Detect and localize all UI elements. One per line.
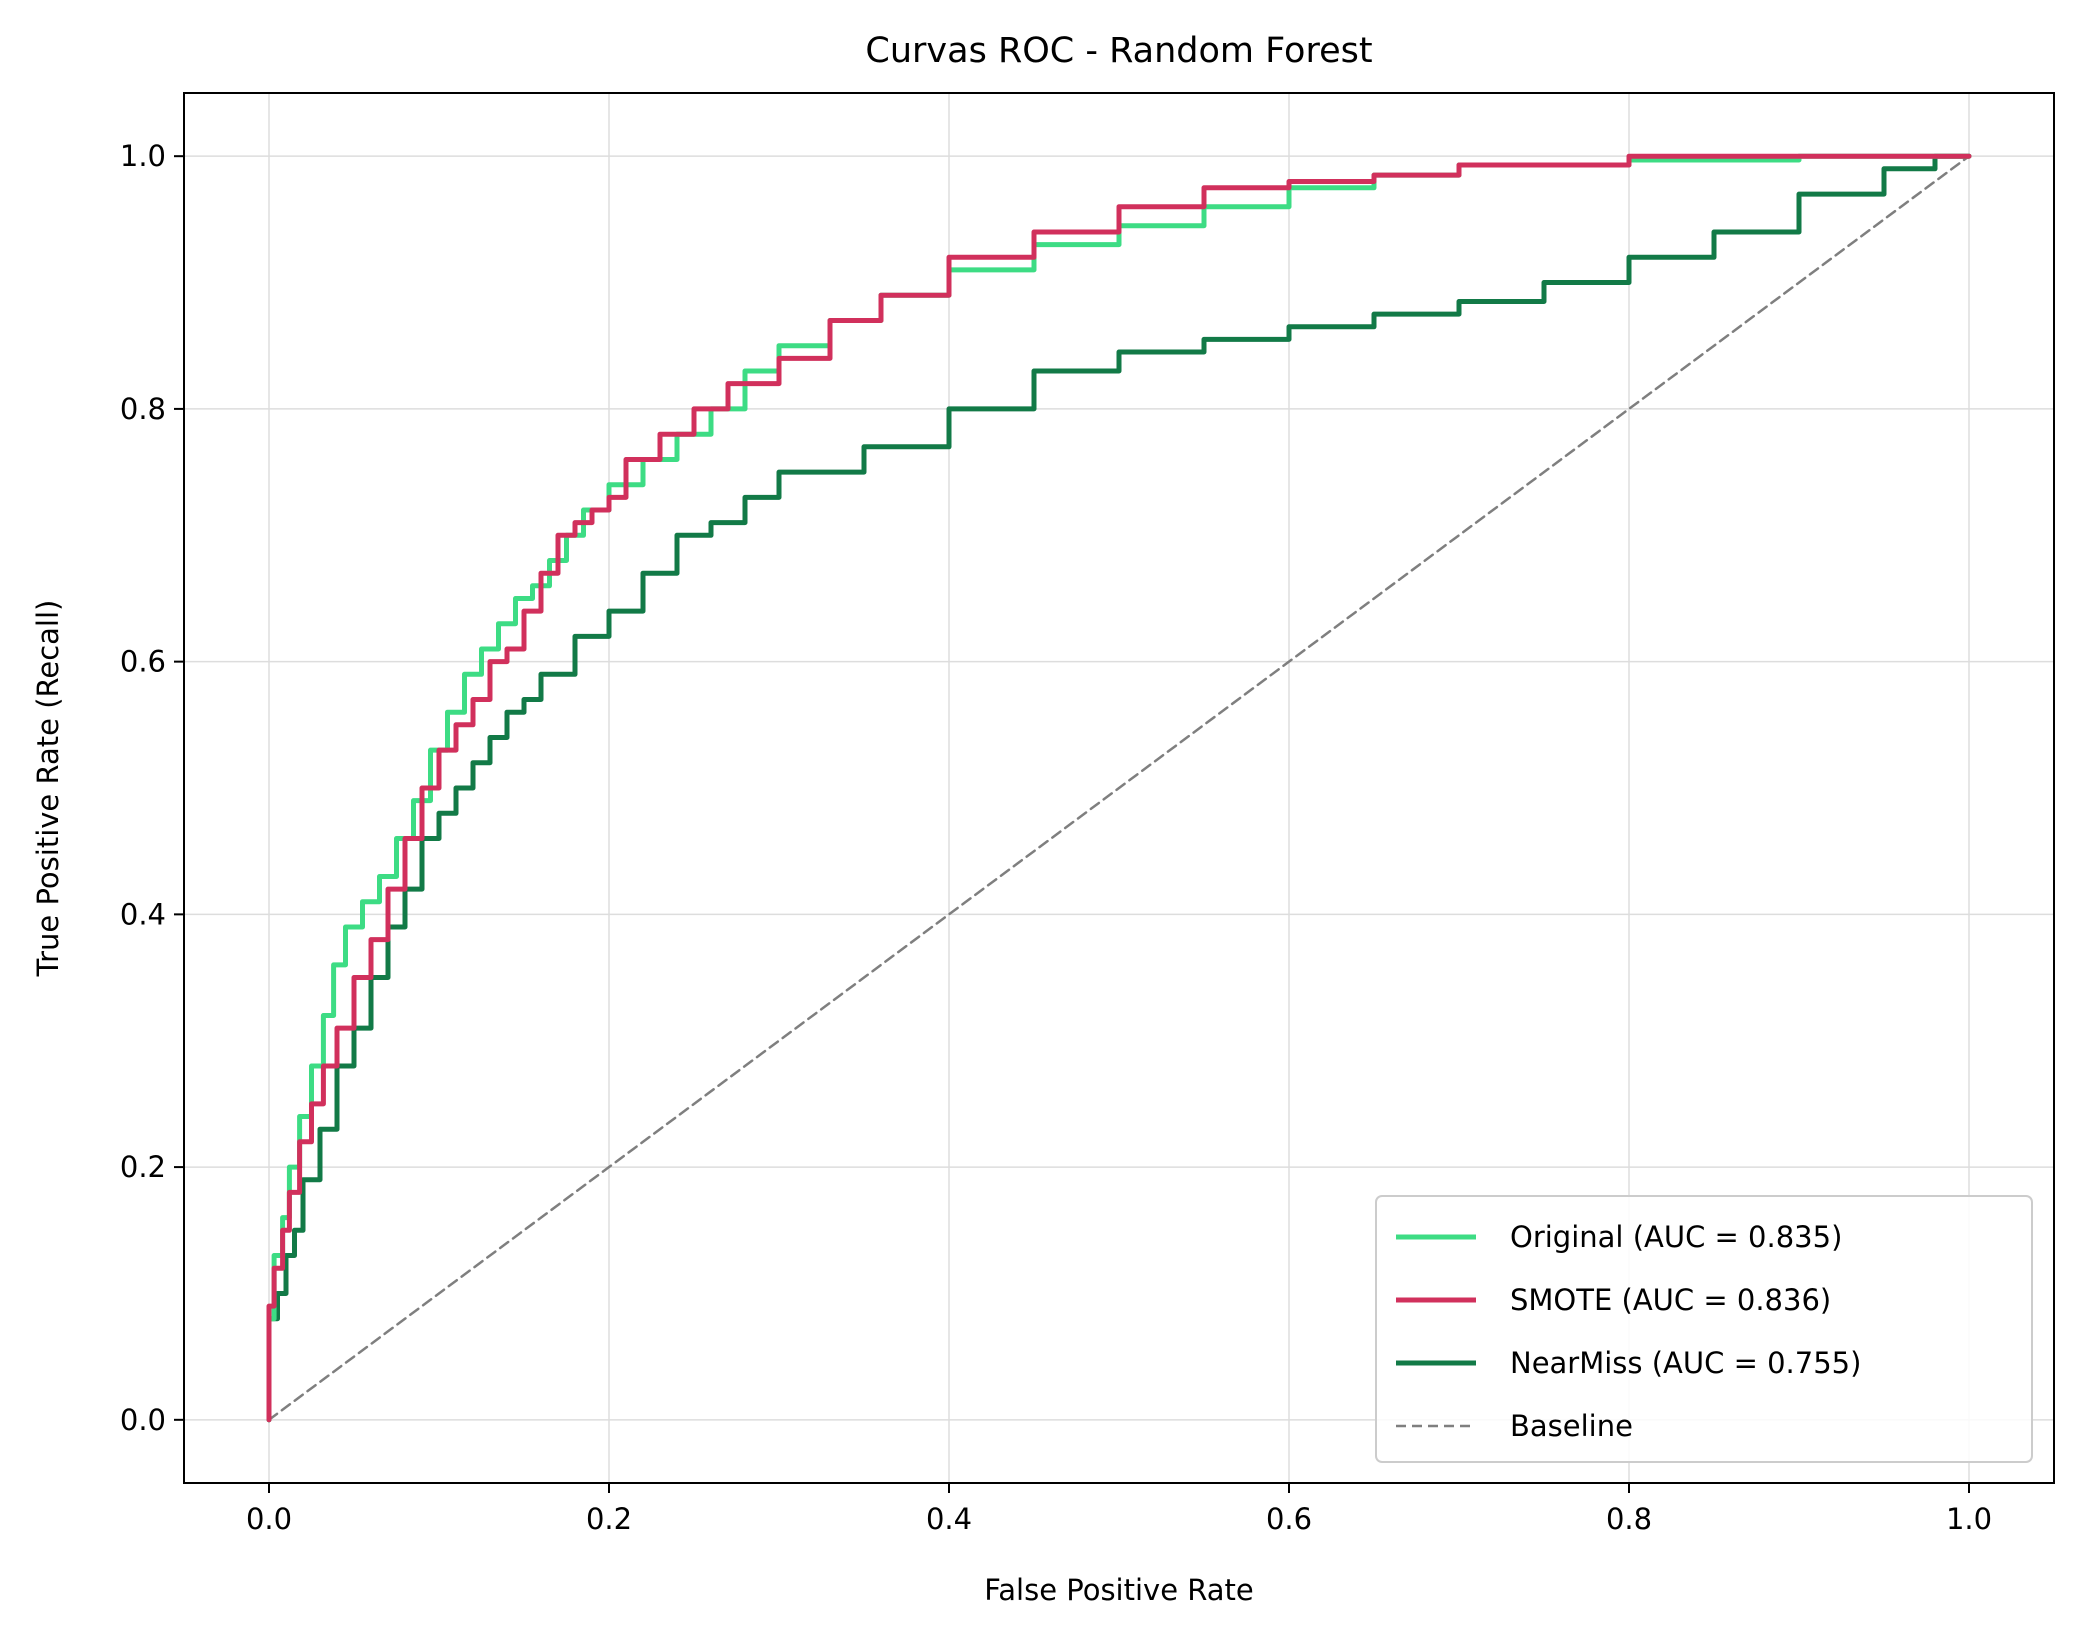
y-axis-label: True Positive Rate (Recall) [31,600,65,978]
series-line-2 [266,153,1972,1423]
series-layer [266,153,1972,1423]
x-tick-label: 0.4 [926,1502,972,1536]
series-line-1 [266,153,1972,1423]
y-tick-label: 0.0 [120,1403,166,1437]
x-axis-ticks: 0.0 0.2 0.4 0.6 0.8 1.0 [246,1483,1992,1536]
y-tick-label: 0.4 [120,897,166,931]
y-tick-label: 0.6 [120,645,166,679]
legend: Original (AUC = 0.835) SMOTE (AUC = 0.836… [1375,1195,2033,1463]
legend-label: Baseline [1510,1409,1633,1443]
chart-title: Curvas ROC - Random Forest [865,31,1372,71]
x-tick-label: 0.6 [1266,1502,1312,1536]
legend-label: Original (AUC = 0.835) [1510,1220,1842,1254]
x-tick-label: 0.0 [246,1502,292,1536]
y-tick-label: 0.2 [120,1150,166,1184]
legend-label: NearMiss (AUC = 0.755) [1510,1346,1861,1380]
legend-label: SMOTE (AUC = 0.836) [1510,1283,1831,1317]
series-line-3 [267,154,1971,1422]
x-tick-label: 1.0 [1946,1502,1992,1536]
legend-box [1375,1195,2033,1463]
x-tick-label: 0.8 [1606,1502,1652,1536]
x-axis-label: False Positive Rate [984,1573,1254,1607]
y-tick-label: 0.8 [120,392,166,426]
y-tick-label: 1.0 [120,139,166,173]
y-axis-ticks: 0.0 0.2 0.4 0.6 0.8 1.0 [120,139,184,1437]
x-tick-label: 0.2 [586,1502,632,1536]
plot-frame [183,92,2055,1484]
grid-lines [184,93,2054,1483]
